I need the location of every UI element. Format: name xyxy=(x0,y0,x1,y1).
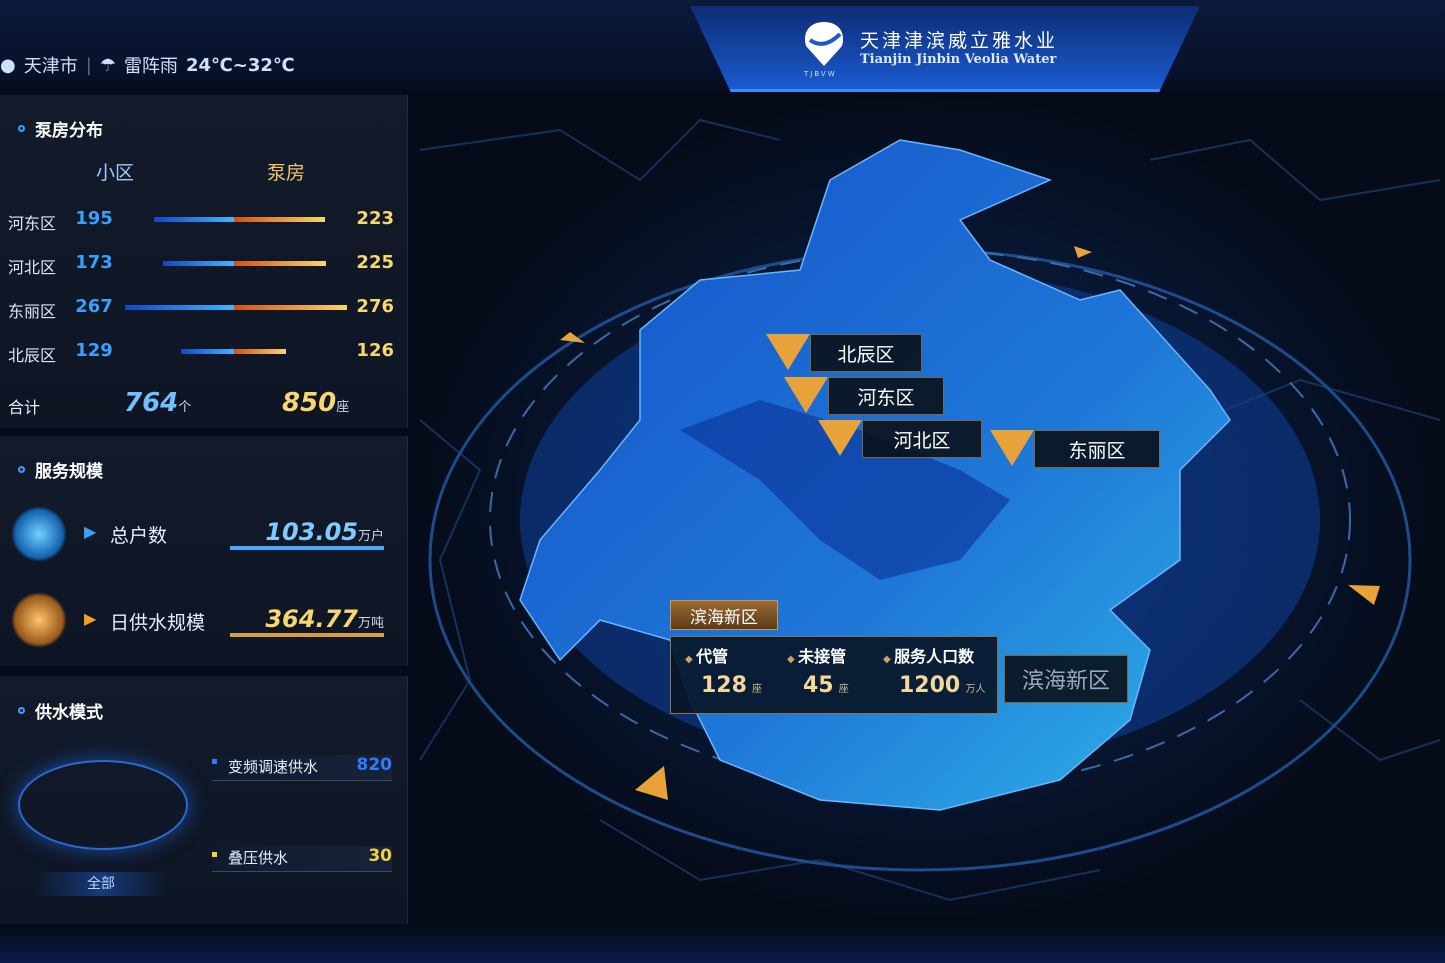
pump-row: 北辰区 129 126 xyxy=(8,340,398,365)
brand-header xyxy=(690,6,1200,92)
bottom-bar xyxy=(0,925,1445,963)
communities-bar xyxy=(124,305,234,310)
temperature-label: 24℃~32℃ xyxy=(185,54,295,76)
total-label: 合计 xyxy=(8,398,41,417)
marker-triangle-icon xyxy=(818,420,862,456)
thunderstorm-icon: ☂ xyxy=(99,54,116,76)
total-communities: 764个 xyxy=(124,388,192,418)
marker-triangle-icon xyxy=(990,430,1034,466)
legend-pressure-superimposed: 叠压供水 30 xyxy=(212,846,392,872)
pump-row: 东丽区 267 276 xyxy=(8,296,398,321)
district-marker-binhai[interactable]: 滨海新区 xyxy=(1004,655,1128,703)
marker-triangle-icon xyxy=(784,377,828,413)
location-icon: ● xyxy=(0,54,16,76)
pump-row: 河北区 173 225 xyxy=(8,252,398,277)
col-header-communities: 小区 xyxy=(96,162,135,184)
total-pumps: 850座 xyxy=(282,388,350,418)
arrow-right-icon: ▶ xyxy=(84,609,97,628)
marker-triangle-icon xyxy=(766,334,810,370)
donut-chart xyxy=(18,760,188,850)
communities-bar xyxy=(154,217,234,222)
pump-rooms-bar xyxy=(234,261,327,266)
all-filter-button[interactable]: 全部 xyxy=(34,872,168,896)
district-marker-hebei[interactable]: 河北区 xyxy=(818,420,982,458)
popup-stat: ◆ 服务人口数 1200 万人 xyxy=(883,647,986,698)
weather-bar: ● 天津市 | ☂ 雷阵雨 24℃~32℃ xyxy=(0,52,295,78)
pump-rooms-bar xyxy=(234,349,286,354)
daily-supply-label: 日供水规模 xyxy=(110,612,206,634)
total-households-label: 总户数 xyxy=(110,525,168,547)
popup-stat: ◆ 代管 128 座 xyxy=(685,647,763,698)
district-name: 北辰区 xyxy=(8,346,57,365)
total-households-value: 103.05万户 xyxy=(230,518,384,550)
district-marker-hedong[interactable]: 河东区 xyxy=(784,377,944,415)
company-name-en: Tianjin Jinbin Veolia Water xyxy=(860,52,1057,67)
communities-bar xyxy=(163,261,234,266)
pump-rooms-value: 223 xyxy=(356,208,394,229)
house-icon xyxy=(11,506,67,562)
pump-rooms-bar xyxy=(234,305,348,310)
service-scale-panel xyxy=(0,436,408,666)
pump-rooms-value: 225 xyxy=(356,252,394,273)
col-header-pump-rooms: 泵房 xyxy=(267,162,306,184)
people-icon xyxy=(11,592,67,648)
pump-distribution-title: 泵房分布 xyxy=(18,116,103,141)
pump-row: 河东区 195 223 xyxy=(8,208,398,233)
daily-supply-value: 364.77万吨 xyxy=(230,605,384,637)
arrow-right-icon: ▶ xyxy=(84,522,97,541)
pump-rooms-value: 276 xyxy=(356,296,394,317)
communities-value: 173 xyxy=(75,252,113,273)
communities-value: 267 xyxy=(75,296,113,317)
company-logo xyxy=(804,22,844,66)
weather-label: 雷阵雨 xyxy=(123,56,178,77)
district-info-popup: ◆ 代管 128 座 ◆ 未接管 45 座 ◆ 服务人口数 1200 万人 xyxy=(670,636,998,714)
district-marker-dongli[interactable]: 东丽区 xyxy=(990,430,1160,468)
district-name: 河东区 xyxy=(8,214,57,233)
pump-rooms-bar xyxy=(234,217,326,222)
district-name: 河北区 xyxy=(8,258,57,277)
popup-stat: ◆ 未接管 45 座 xyxy=(787,647,849,698)
district-marker-beichen[interactable]: 北辰区 xyxy=(766,334,922,372)
communities-value: 129 xyxy=(75,340,113,361)
service-scale-title: 服务规模 xyxy=(18,457,103,482)
communities-bar xyxy=(181,349,234,354)
logo-text: TJBVW xyxy=(804,70,837,78)
popup-title: 滨海新区 xyxy=(670,600,778,630)
supply-mode-title: 供水模式 xyxy=(18,698,103,723)
communities-value: 195 xyxy=(75,208,113,229)
pump-rooms-value: 126 xyxy=(356,340,394,361)
legend-variable-frequency: 变频调速供水 820 xyxy=(212,755,392,781)
company-name-cn: 天津津滨威立雅水业 xyxy=(860,30,1059,52)
city-label: 天津市 xyxy=(23,56,78,77)
district-name: 东丽区 xyxy=(8,302,57,321)
